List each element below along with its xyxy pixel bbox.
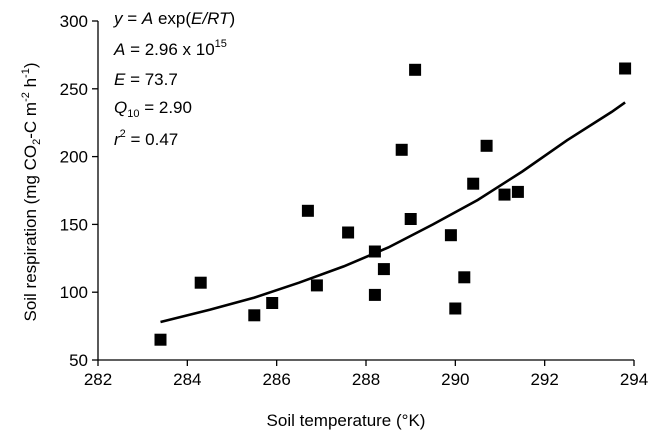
data-point-13 — [444, 229, 457, 242]
svg-text:r2 = 0.47: r2 = 0.47 — [114, 128, 178, 149]
svg-text:A = 2.96 x 1015: A = 2.96 x 1015 — [113, 38, 227, 59]
data-point-12 — [409, 63, 422, 76]
data-point-19 — [511, 185, 524, 198]
equation-annotation: y = A exp(E/RT) A = 2.96 x 1015 E = 73.7… — [113, 9, 235, 149]
y-axis-label: Soil respiration (mg CO2-C m-2 h-1) — [20, 62, 43, 321]
data-point-10 — [395, 143, 408, 156]
data-point-18 — [498, 188, 511, 201]
y-tick-label-0: 50 — [69, 351, 88, 370]
data-point-6 — [342, 226, 355, 239]
y-tick-label-5: 300 — [60, 12, 88, 31]
data-point-16 — [467, 177, 480, 190]
data-point-8 — [368, 288, 381, 301]
data-point-5 — [310, 279, 323, 292]
data-point-1 — [194, 276, 207, 289]
data-point-11 — [404, 213, 417, 225]
data-point-20 — [619, 62, 632, 75]
data-points — [154, 62, 632, 346]
x-tick-label-2: 286 — [262, 370, 290, 389]
y-tick-label-4: 250 — [60, 80, 88, 99]
data-point-7 — [368, 245, 381, 258]
y-tick-label-3: 200 — [60, 148, 88, 167]
x-tick-label-0: 282 — [84, 370, 112, 389]
data-point-9 — [377, 263, 390, 276]
x-tick-labels: 282 284 286 288 290 292 294 — [84, 370, 648, 389]
x-tick-label-3: 288 — [352, 370, 380, 389]
data-point-14 — [449, 302, 462, 315]
x-tick-label-1: 284 — [173, 370, 201, 389]
x-tick-label-6: 294 — [620, 370, 648, 389]
data-point-2 — [248, 309, 261, 322]
data-point-3 — [266, 297, 279, 309]
fit-curve — [160, 101, 626, 324]
data-point-15 — [458, 271, 471, 284]
svg-text:y = A exp(E/RT): y = A exp(E/RT) — [113, 9, 235, 28]
tick-marks — [92, 20, 635, 366]
data-point-0 — [154, 333, 167, 346]
y-tick-label-2: 150 — [60, 215, 88, 234]
svg-text:Q10 = 2.90: Q10 = 2.90 — [114, 98, 192, 120]
x-tick-label-5: 292 — [530, 370, 558, 389]
axes — [97, 21, 634, 361]
x-tick-label-4: 290 — [441, 370, 469, 389]
svg-text:E = 73.7: E = 73.7 — [114, 70, 178, 89]
y-tick-labels: 50 100 150 200 250 300 — [60, 12, 88, 370]
x-axis-label: Soil temperature (°K) — [267, 411, 426, 430]
data-point-17 — [480, 139, 493, 152]
y-tick-label-1: 100 — [60, 283, 88, 302]
data-point-4 — [301, 204, 314, 217]
